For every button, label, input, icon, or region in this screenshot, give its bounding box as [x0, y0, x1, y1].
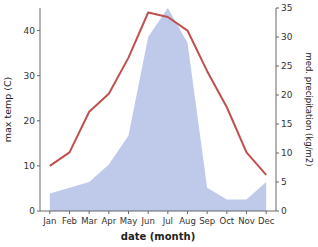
temperature-line [50, 13, 266, 175]
y2-axis [276, 8, 277, 211]
x-tick [49, 211, 50, 214]
x-tick [266, 211, 267, 214]
x-tick-label: Jun [141, 216, 155, 226]
x-axis-label: date (month) [121, 231, 195, 242]
x-tick-label: Sep [199, 216, 215, 226]
y2-tick-label: 15 [281, 119, 292, 129]
chart: 01020304005101520253035JanFebMarAprMayJu… [0, 0, 318, 247]
y-tick [37, 165, 40, 166]
y-tick-label: 10 [24, 161, 36, 171]
y-tick-label: 30 [24, 71, 36, 81]
x-tick-label: Aug [179, 216, 196, 226]
x-tick [207, 211, 208, 214]
x-tick [226, 211, 227, 214]
x-tick [246, 211, 247, 214]
x-tick-label: Feb [62, 216, 77, 226]
y-tick-label: 0 [29, 206, 35, 216]
y2-tick [276, 95, 279, 96]
y2-tick-label: 25 [281, 61, 292, 71]
plot-area [50, 8, 266, 211]
x-tick [128, 211, 129, 214]
x-tick-label: May [120, 216, 138, 226]
x-tick [187, 211, 188, 214]
x-tick-label: Mar [81, 216, 98, 226]
y2-tick [276, 8, 279, 9]
y2-axis-label: med. precipitation (kg/m2) [304, 52, 314, 166]
x-axis [40, 211, 276, 212]
y-tick [37, 75, 40, 76]
y2-tick-label: 35 [281, 3, 292, 13]
y-tick [37, 211, 40, 212]
y-tick [37, 30, 40, 31]
x-tick-label: Dec [258, 216, 275, 226]
y2-tick-label: 30 [281, 32, 293, 42]
y2-tick-label: 5 [281, 177, 287, 187]
x-tick-label: Nov [238, 216, 255, 226]
y2-tick [276, 153, 279, 154]
x-tick-label: Jul [162, 216, 173, 226]
y2-tick [276, 124, 279, 125]
y2-tick-label: 20 [281, 90, 293, 100]
y-tick [37, 120, 40, 121]
y2-tick [276, 37, 279, 38]
x-tick [69, 211, 70, 214]
y-tick-label: 40 [24, 26, 36, 36]
y-tick-label: 20 [24, 116, 36, 126]
x-tick [167, 211, 168, 214]
x-tick-label: Jan [42, 216, 56, 226]
x-tick-label: Oct [219, 216, 234, 226]
x-tick [148, 211, 149, 214]
y2-tick [276, 66, 279, 67]
y-axis [40, 8, 41, 211]
x-tick-label: Apr [101, 216, 116, 226]
y2-tick [276, 211, 279, 212]
y-axis-label: max temp (C) [2, 77, 13, 143]
y2-tick-label: 0 [281, 206, 287, 216]
x-tick [89, 211, 90, 214]
x-tick [108, 211, 109, 214]
y2-tick [276, 182, 279, 183]
y2-tick-label: 10 [281, 148, 293, 158]
precipitation-area [50, 8, 266, 211]
